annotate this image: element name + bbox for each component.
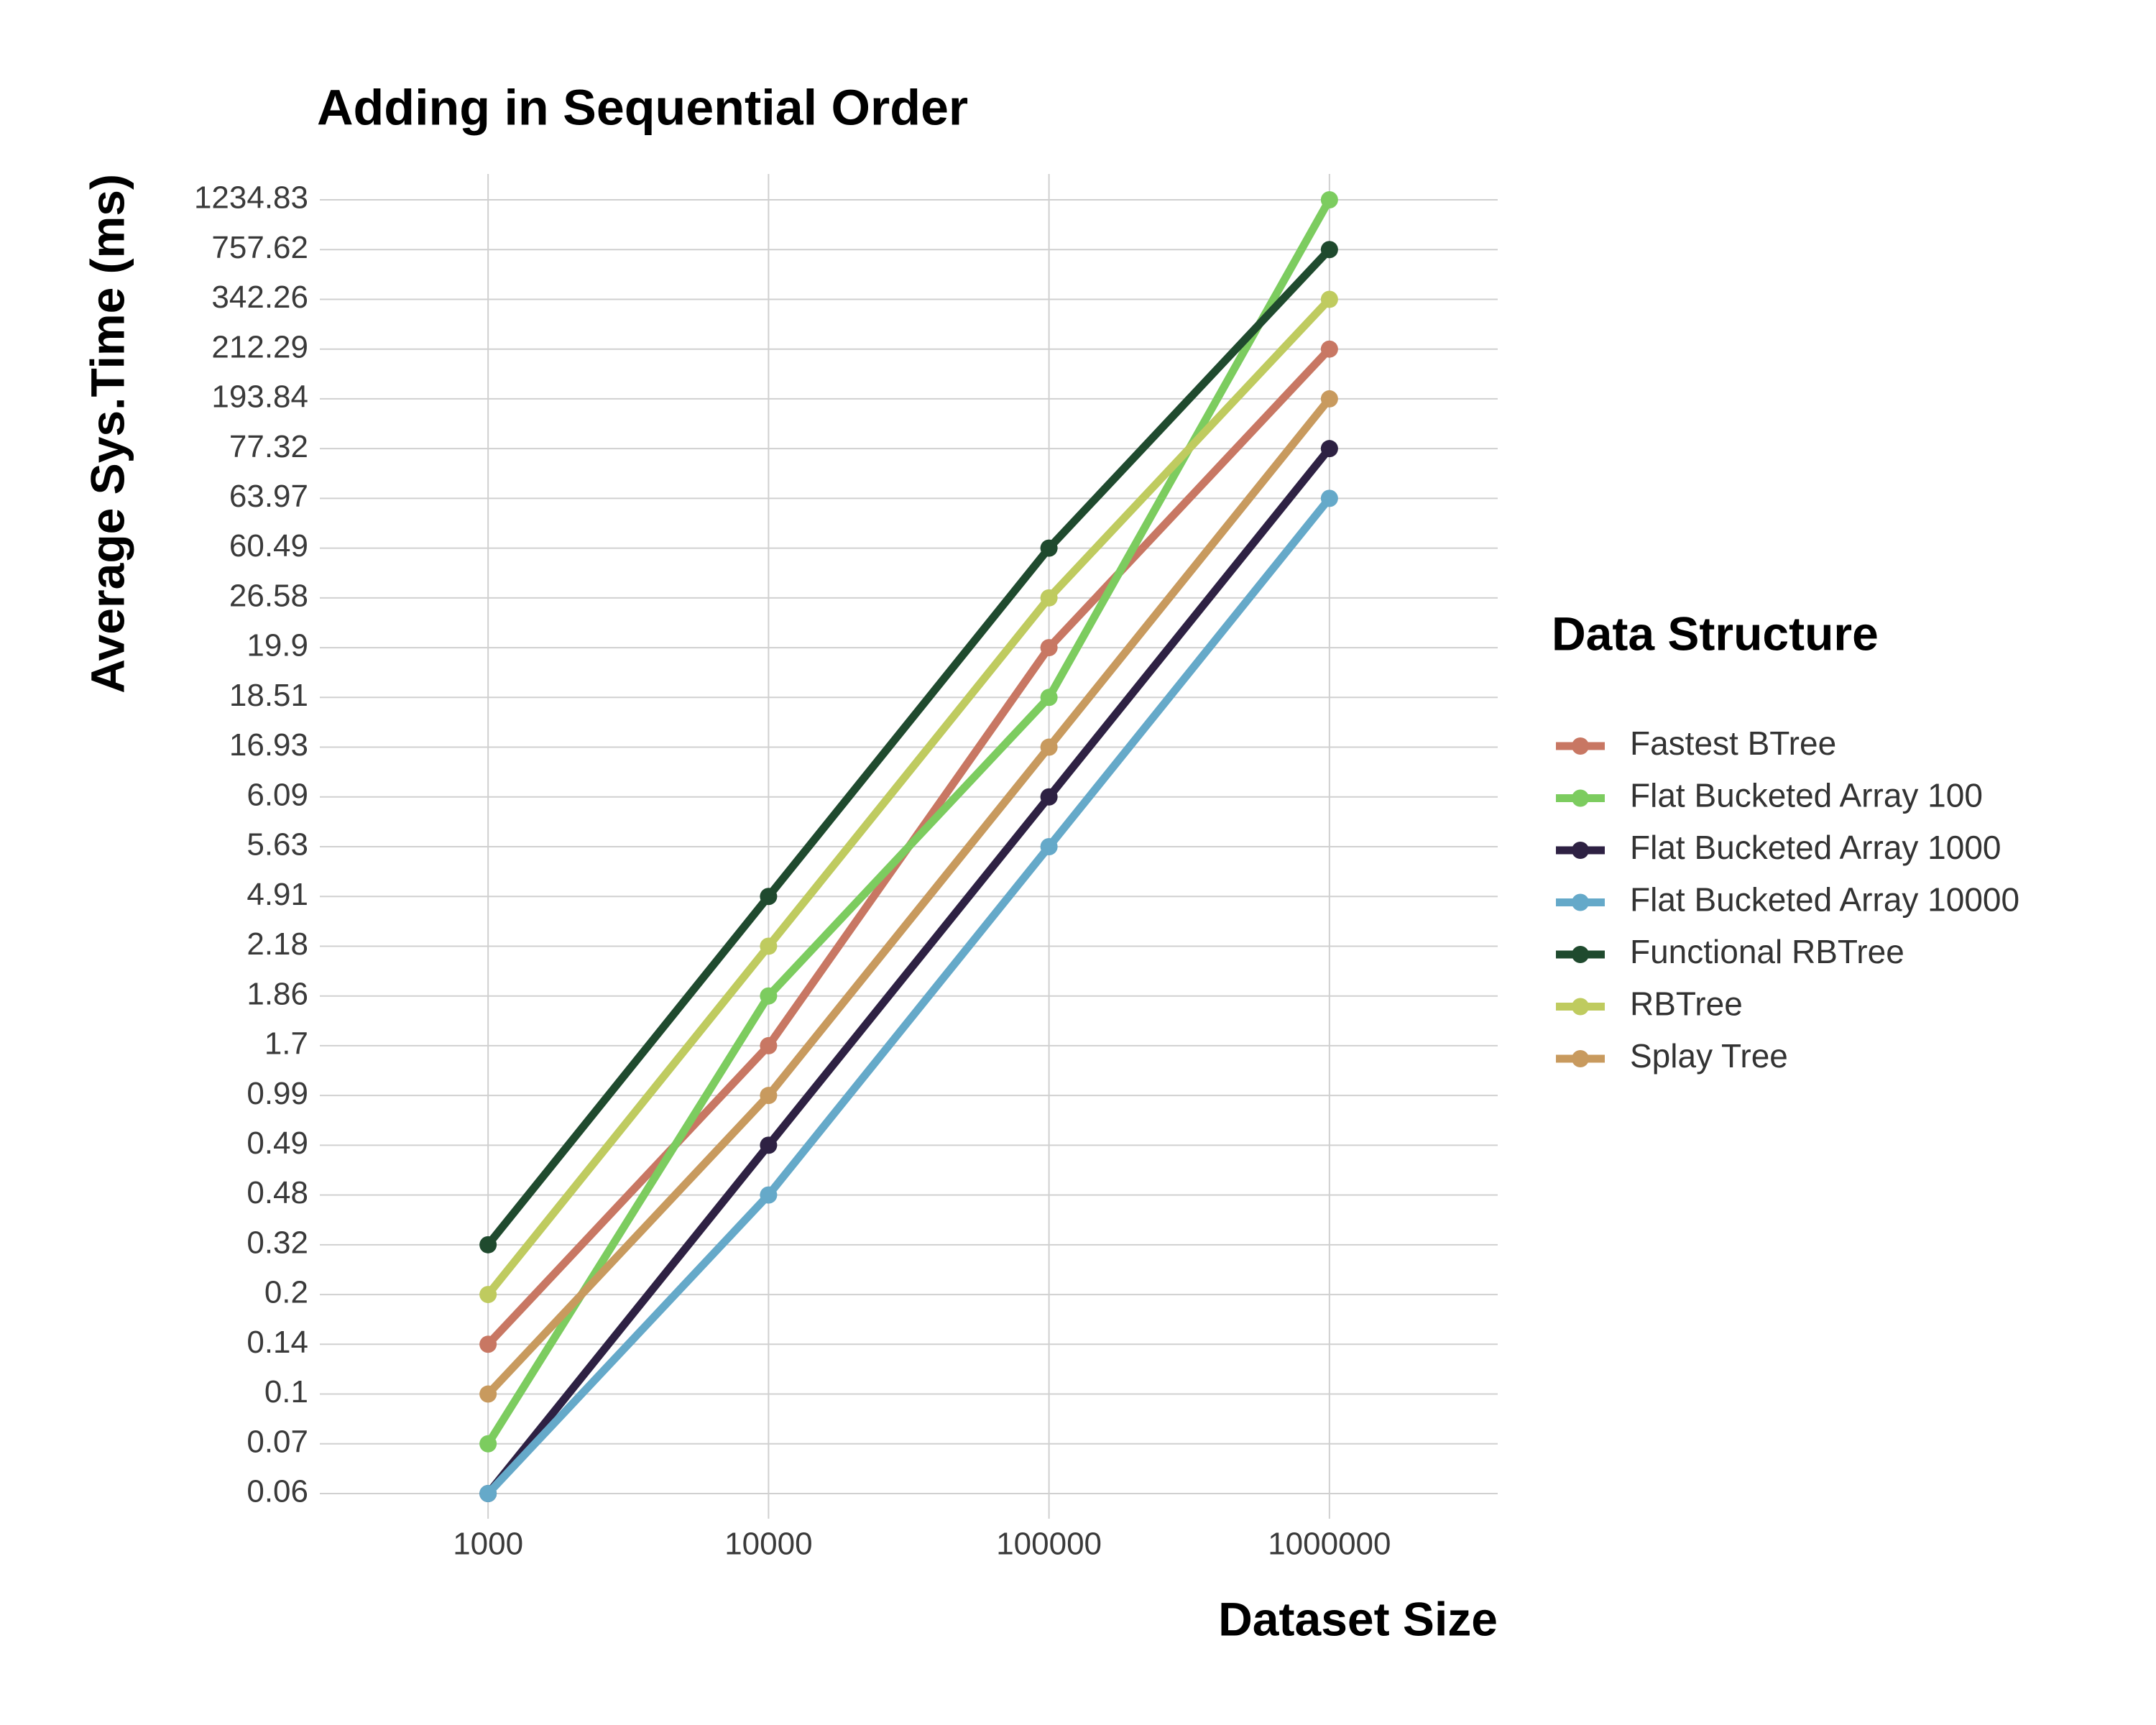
data-point — [479, 1236, 497, 1254]
data-point — [479, 1335, 497, 1353]
data-point — [1320, 290, 1338, 308]
legend-label: RBTree — [1630, 985, 1743, 1023]
legend-key — [1572, 789, 1589, 807]
y-tick-label: 60.49 — [229, 528, 308, 564]
y-tick-label: 757.62 — [211, 230, 308, 265]
series-line — [484, 446, 1333, 1496]
data-point — [760, 937, 778, 955]
data-point — [1040, 738, 1058, 756]
y-tick-label: 0.07 — [247, 1424, 308, 1459]
series-line — [485, 396, 1333, 1397]
y-tick-label: 0.2 — [264, 1275, 308, 1310]
data-point — [1320, 440, 1338, 458]
y-tick-label: 16.93 — [229, 727, 308, 763]
y-tick-label: 193.84 — [211, 380, 308, 415]
legend-key — [1572, 1050, 1589, 1067]
legend-title: Data Structure — [1552, 607, 1879, 660]
series-line — [484, 296, 1332, 1297]
legend-key — [1572, 998, 1589, 1016]
x-tick-label: 1000000 — [1268, 1527, 1391, 1562]
data-point — [1320, 390, 1338, 408]
series-line — [484, 247, 1332, 1248]
y-tick-label: 1.7 — [264, 1026, 308, 1062]
y-tick-label: 77.32 — [229, 429, 308, 464]
x-axis-title: Dataset Size — [1218, 1592, 1498, 1645]
data-point — [1040, 838, 1058, 855]
y-tick-label: 4.91 — [247, 877, 308, 912]
legend-label: Fastest BTree — [1630, 724, 1836, 762]
data-point — [479, 1385, 497, 1403]
data-point — [1040, 639, 1058, 657]
x-tick-label: 1000 — [453, 1527, 523, 1562]
y-tick-label: 0.06 — [247, 1474, 308, 1509]
y-tick-label: 63.97 — [229, 479, 308, 514]
y-tick-label: 0.99 — [247, 1076, 308, 1111]
legend-label: Flat Bucketed Array 10000 — [1630, 881, 2019, 919]
y-tick-label: 0.48 — [247, 1175, 308, 1210]
data-point — [760, 1087, 778, 1105]
data-point — [1320, 241, 1338, 259]
legend-label: Functional RBTree — [1630, 933, 1904, 970]
y-tick-label: 26.58 — [229, 578, 308, 613]
data-point — [1320, 489, 1338, 507]
y-tick-label: 6.09 — [247, 777, 308, 812]
x-tick-label: 10000 — [724, 1527, 812, 1562]
y-tick-label: 2.18 — [247, 926, 308, 962]
y-tick-label: 0.32 — [247, 1225, 308, 1260]
data-point — [479, 1286, 497, 1304]
y-axis-title: Average Sys.Time (ms) — [80, 174, 134, 694]
chart-title: Adding in Sequential Order — [317, 79, 968, 135]
data-point — [760, 1136, 778, 1154]
legend-key — [1572, 842, 1589, 859]
data-point — [479, 1485, 497, 1502]
legend-key — [1572, 946, 1589, 963]
data-point — [1040, 689, 1058, 707]
data-point — [760, 1036, 778, 1054]
y-tick-label: 1234.83 — [194, 180, 308, 216]
y-tick-label: 342.26 — [211, 280, 308, 315]
y-tick-label: 18.51 — [229, 678, 308, 713]
data-point — [760, 987, 778, 1005]
data-point — [1040, 539, 1058, 557]
data-point — [479, 1435, 497, 1453]
legend-label: Flat Bucketed Array 100 — [1630, 777, 1983, 814]
legend-label: Splay Tree — [1630, 1037, 1788, 1075]
data-point — [760, 888, 778, 906]
x-tick-label: 100000 — [996, 1527, 1102, 1562]
y-tick-label: 1.86 — [247, 976, 308, 1011]
legend-key — [1572, 893, 1589, 911]
y-tick-label: 212.29 — [211, 329, 308, 364]
legend-label: Flat Bucketed Array 1000 — [1630, 829, 2001, 866]
data-point — [1040, 589, 1058, 607]
legend-key — [1572, 737, 1589, 755]
y-tick-label: 0.49 — [247, 1126, 308, 1161]
data-point — [1320, 340, 1338, 358]
y-tick-label: 5.63 — [247, 827, 308, 862]
data-point — [760, 1186, 778, 1204]
data-point — [1040, 788, 1058, 806]
y-tick-label: 0.1 — [264, 1374, 308, 1409]
series-line — [485, 495, 1333, 1496]
y-tick-label: 0.14 — [247, 1325, 308, 1360]
data-point — [1320, 191, 1338, 208]
y-tick-label: 19.9 — [247, 628, 308, 663]
